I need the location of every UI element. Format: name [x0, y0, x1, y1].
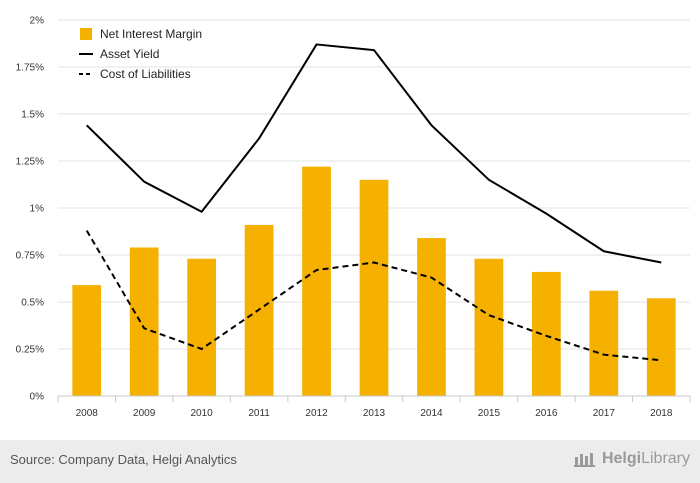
- y-tick-label: 0.25%: [16, 345, 44, 356]
- x-tick-label: 2015: [478, 408, 501, 419]
- legend-label: Net Interest Margin: [100, 27, 202, 41]
- y-tick-label: 0%: [30, 392, 45, 403]
- bar: [129, 247, 159, 396]
- brand-name-light: Library: [641, 450, 690, 467]
- series-line: [86, 43, 662, 264]
- bar: [474, 258, 504, 396]
- x-tick-label: 2010: [191, 408, 214, 419]
- x-tick-label: 2017: [593, 408, 616, 419]
- y-tick-label: 1.75%: [16, 63, 44, 74]
- brand-logo: HelgiLibrary: [573, 450, 690, 468]
- bar: [187, 258, 216, 396]
- x-tick-label: 2013: [363, 408, 386, 419]
- bar: [72, 285, 102, 396]
- bar: [302, 166, 331, 396]
- series-line: [85, 230, 662, 362]
- bar: [646, 298, 676, 396]
- y-tick-label: 0.75%: [16, 251, 44, 262]
- y-tick-label: 1.5%: [21, 110, 44, 121]
- legend: Net Interest Margin Asset Yield Cost of Li…: [79, 27, 202, 81]
- bar: [532, 271, 561, 396]
- x-tick-label: 2012: [305, 408, 328, 419]
- bar: [417, 238, 446, 396]
- chart: 0%0.25%0.5%0.75%1%1.25%1.5%1.75%2% 2008 2…: [16, 16, 691, 419]
- brand-name-bold: Helgi: [601, 450, 642, 467]
- source-note: Source: Company Data, Helgi Analytics: [10, 452, 237, 467]
- legend-label: Asset Yield: [100, 47, 159, 61]
- legend-label: Cost of Liabilities: [100, 67, 191, 81]
- x-tick-label: 2011: [248, 408, 270, 419]
- x-tick-label: 2018: [650, 408, 673, 419]
- x-axis: 2008 2009 2010 2011 2012 2013 2014 2015 2016 2017…: [57, 395, 691, 419]
- x-tick-label: 2016: [535, 408, 558, 419]
- x-tick-label: 2008: [76, 408, 99, 419]
- y-tick-label: 2%: [30, 16, 45, 27]
- x-tick-label: 2014: [420, 408, 443, 419]
- y-tick-label: 1.25%: [16, 157, 44, 168]
- lines: [85, 43, 662, 362]
- bar: [359, 179, 389, 396]
- y-tick-label: 1%: [30, 204, 45, 215]
- legend-swatch: [80, 28, 92, 40]
- x-tick-label: 2009: [133, 408, 156, 419]
- footer: Source: Company Data, Helgi Analytics He…: [0, 440, 700, 483]
- library-icon: [573, 453, 595, 467]
- bar: [589, 290, 619, 396]
- y-axis-ticks: 0% 0.25% 0.5% 0.75% 1% 1.25% 1.5% 1.75% 2%: [16, 16, 44, 403]
- bars: [72, 166, 676, 396]
- y-tick-label: 0.5%: [21, 298, 44, 309]
